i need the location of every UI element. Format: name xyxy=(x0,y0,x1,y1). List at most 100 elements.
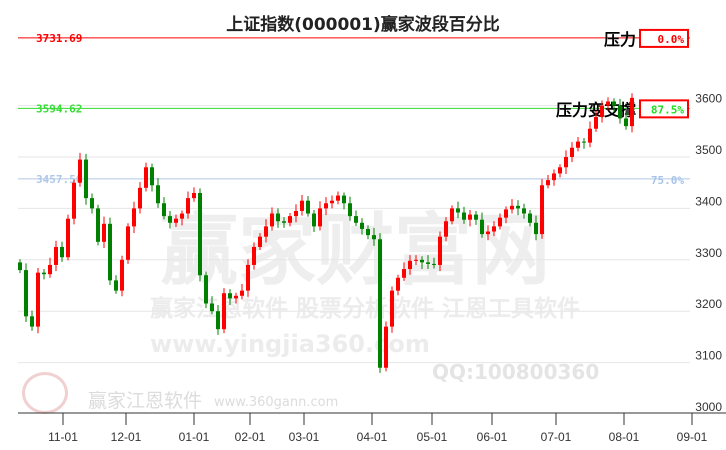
candle-body xyxy=(30,316,34,327)
chart-title: 上证指数(000001)赢家波段百分比 xyxy=(226,15,500,35)
candle-body xyxy=(72,182,76,219)
candle-body xyxy=(324,203,328,209)
candle-body xyxy=(198,192,202,276)
candle-body xyxy=(24,270,28,317)
y-tick-label: 3500 xyxy=(695,143,722,157)
candle-body xyxy=(624,118,628,127)
candle-body xyxy=(294,210,298,217)
candle-body xyxy=(318,208,322,227)
level-pct-box xyxy=(639,28,689,48)
level-pct-label: 87.5% xyxy=(651,103,684,116)
candle-body xyxy=(522,208,526,214)
x-tick-label: 01-01 xyxy=(179,430,210,444)
candle-body xyxy=(462,212,466,220)
candle-body xyxy=(66,218,70,258)
candle-body xyxy=(534,222,538,235)
x-tick-label: 06-01 xyxy=(477,430,508,444)
candle-body xyxy=(480,219,484,235)
candle-body xyxy=(528,213,532,223)
candle-body xyxy=(246,264,250,291)
candle-body xyxy=(354,216,358,223)
candle-body xyxy=(36,272,40,327)
candle-body xyxy=(90,198,94,209)
y-tick-label: 3200 xyxy=(695,297,722,311)
candle-body xyxy=(372,235,376,240)
candle-body xyxy=(204,275,208,304)
candle-body xyxy=(180,213,184,219)
candle-body xyxy=(408,260,412,270)
candle-body xyxy=(144,167,148,188)
x-tick-label: 04-01 xyxy=(357,430,388,444)
candle-body xyxy=(468,214,472,220)
candle-body xyxy=(234,295,238,299)
candle-body xyxy=(330,200,334,204)
candle-body xyxy=(210,303,214,312)
x-tick-label: 03-01 xyxy=(289,430,320,444)
y-tick-label: 3400 xyxy=(695,194,722,208)
candle-body xyxy=(558,167,562,174)
candle-body xyxy=(96,208,100,242)
candle-body xyxy=(342,195,346,204)
level-price-label: 3731.69 xyxy=(36,32,82,45)
candle-body xyxy=(486,231,490,235)
candle-body xyxy=(588,128,592,143)
candle-body xyxy=(18,262,22,271)
watermark-qq: QQ:100800360 xyxy=(432,360,600,384)
candle-body xyxy=(270,213,274,227)
candle-body xyxy=(390,290,394,327)
x-tick-label: 08-01 xyxy=(609,430,640,444)
candle-body xyxy=(192,192,196,199)
candle-body xyxy=(630,97,634,127)
candle-body xyxy=(222,293,226,330)
logo-name: 赢家江恩软件 xyxy=(88,390,203,412)
candle-body xyxy=(384,326,388,368)
candle-body xyxy=(102,223,106,242)
x-tick-label: 07-01 xyxy=(541,430,572,444)
level-price-label: 3594.62 xyxy=(36,102,82,115)
candle-body xyxy=(42,272,46,275)
candle-body xyxy=(402,269,406,278)
y-tick-label: 3300 xyxy=(695,246,722,260)
candle-body xyxy=(456,208,460,213)
candle-body xyxy=(420,259,424,263)
candle-body xyxy=(54,246,58,265)
candle-body xyxy=(300,200,304,211)
candle-body xyxy=(336,195,340,201)
candle-body xyxy=(594,116,598,129)
candle-body xyxy=(282,221,286,223)
candle-body xyxy=(546,180,550,186)
watermark-url: www.yingjia360.com xyxy=(150,330,430,358)
candle-body xyxy=(306,200,310,214)
candle-body xyxy=(570,147,574,157)
candle-body xyxy=(606,101,610,106)
candle-body xyxy=(60,246,64,258)
candle-body xyxy=(174,218,178,223)
candle-body xyxy=(600,105,604,117)
candle-body xyxy=(114,280,118,291)
candle-body xyxy=(432,263,436,265)
level-pct-box xyxy=(639,99,689,119)
x-tick-label: 12-01 xyxy=(111,430,142,444)
candle-body xyxy=(258,236,262,247)
candle-body xyxy=(492,226,496,232)
candle-body xyxy=(474,214,478,220)
candle-body xyxy=(132,208,136,227)
watermark-big: 赢家财富网 xyxy=(160,206,551,296)
candle-body xyxy=(348,203,352,217)
y-tick-label: 3000 xyxy=(695,400,722,414)
candle-body xyxy=(216,311,220,330)
candle-body xyxy=(498,217,502,227)
candle-body xyxy=(312,213,316,227)
candle-body xyxy=(108,223,112,281)
candle-body xyxy=(168,216,172,223)
candle-body xyxy=(276,213,280,222)
candle-body xyxy=(414,259,418,261)
candle-body xyxy=(576,141,580,148)
candle-body xyxy=(240,290,244,296)
candle-body xyxy=(84,159,88,199)
x-tick-label: 09-01 xyxy=(677,430,708,444)
candle-body xyxy=(366,228,370,236)
watermark-line1: 赢家江恩软件 股票分析软件 江恩工具软件 xyxy=(150,296,581,322)
